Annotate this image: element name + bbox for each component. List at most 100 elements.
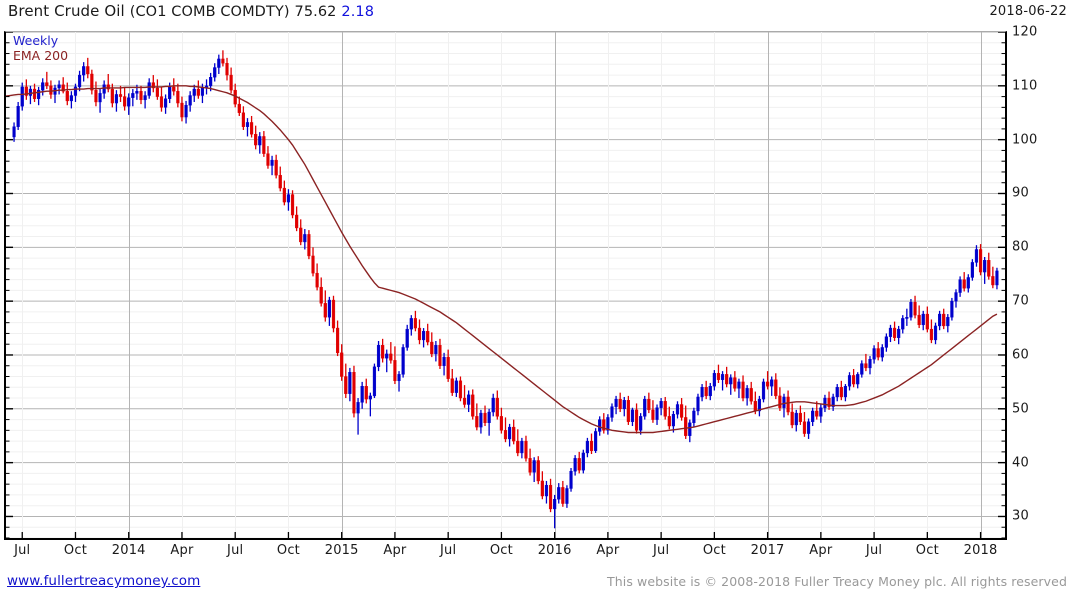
y-tick-label: 110 (1012, 78, 1038, 94)
candle-body (929, 328, 934, 341)
x-tick-label: 2014 (111, 543, 146, 558)
candle-body (618, 398, 622, 410)
candle-body (303, 234, 307, 243)
candle-body (442, 356, 446, 366)
candle-body (548, 485, 553, 510)
candle-body (819, 407, 823, 417)
gridlines-vertical (22, 32, 982, 538)
x-tick-label: Apr (809, 543, 833, 558)
candle-body (933, 325, 938, 341)
candle-body (598, 419, 602, 432)
candle-body (921, 313, 925, 326)
chart-footer: www.fullertreacymoney.com This website i… (0, 572, 1075, 596)
site-url-link[interactable]: www.fullertreacymoney.com (7, 573, 201, 589)
candle-body (708, 386, 712, 397)
candle-body (45, 82, 49, 87)
candle-body (282, 187, 286, 203)
candle-body (77, 74, 82, 88)
candle-body (950, 300, 954, 318)
candle-body (589, 440, 594, 451)
candle-body (782, 396, 786, 408)
candle-body (397, 374, 401, 382)
candle-body (254, 134, 258, 146)
y-tick-label: 70 (1012, 293, 1029, 309)
candle-body (487, 411, 491, 424)
candle-body (344, 376, 348, 394)
candle-body (913, 302, 917, 316)
x-tick-label: 2017 (750, 543, 785, 558)
candle-body (778, 395, 782, 408)
candle-body (258, 136, 262, 146)
candle-body (172, 86, 176, 92)
candle-body (864, 363, 868, 369)
candlestick-series (12, 50, 999, 529)
chart-plot-frame[interactable]: Weekly EMA 200 (4, 31, 1007, 540)
candle-body (299, 227, 303, 243)
candle-body (917, 314, 921, 326)
candle-body (884, 336, 888, 348)
candle-body (249, 122, 254, 135)
candle-body (978, 249, 983, 273)
candle-body (815, 410, 819, 417)
candle-body (270, 159, 274, 166)
candle-body (221, 58, 225, 64)
candle-body (831, 396, 835, 407)
candle-body (499, 416, 503, 431)
candle-body (942, 313, 946, 327)
x-tick-label: 2018 (963, 543, 998, 558)
candlestick-chart[interactable] (6, 32, 1005, 538)
candle-body (450, 378, 454, 393)
chart-canvas[interactable] (6, 32, 1005, 538)
candle-body (966, 277, 970, 289)
candle-body (733, 377, 737, 389)
chart-header: Brent Crude Oil (CO1 COMB COMDTY) 75.62 … (0, 0, 1075, 26)
candle-body (835, 387, 839, 398)
candle-body (188, 95, 192, 106)
candle-body (651, 409, 655, 420)
candle-body (868, 359, 872, 369)
candle-body (827, 397, 831, 407)
candle-body (897, 328, 901, 338)
candle-body (946, 317, 950, 327)
candle-body (585, 440, 590, 454)
candle-body (479, 412, 483, 428)
candle-body (626, 399, 630, 422)
candle-body (786, 396, 790, 413)
instrument-ticker: (CO1 COMB COMDTY) (129, 4, 290, 20)
gridlines-minor (6, 42, 1005, 538)
candle-body (901, 318, 905, 330)
price-change: 2.18 (341, 4, 375, 20)
candle-body (958, 279, 962, 293)
candle-body (680, 404, 684, 418)
candle-body (614, 398, 618, 407)
candle-body (151, 82, 155, 89)
candle-body (704, 387, 708, 397)
candle-body (839, 387, 843, 398)
x-tick-label: Jul (227, 543, 244, 558)
x-tick-label: Jul (14, 543, 31, 558)
candle-body (811, 410, 815, 422)
candle-body (909, 302, 913, 318)
candle-body (417, 327, 422, 341)
candle-body (225, 63, 229, 76)
candle-body (286, 194, 291, 203)
candle-body (131, 93, 135, 98)
candle-body (405, 328, 409, 348)
candle-body (749, 388, 753, 402)
candle-body (856, 374, 860, 385)
candle-body (213, 67, 217, 78)
candle-body (335, 327, 340, 354)
candle-body (512, 426, 516, 442)
candle-body (671, 413, 676, 427)
candle-body (876, 348, 880, 358)
candle-body (905, 317, 909, 319)
candle-body (168, 86, 172, 99)
candle-body (532, 460, 536, 473)
candle-body (860, 363, 864, 375)
candle-body (716, 373, 721, 380)
candle-body (843, 386, 848, 398)
candle-body (24, 86, 28, 96)
candle-body (163, 98, 168, 108)
candle-body (176, 91, 180, 104)
candle-body (970, 262, 974, 278)
